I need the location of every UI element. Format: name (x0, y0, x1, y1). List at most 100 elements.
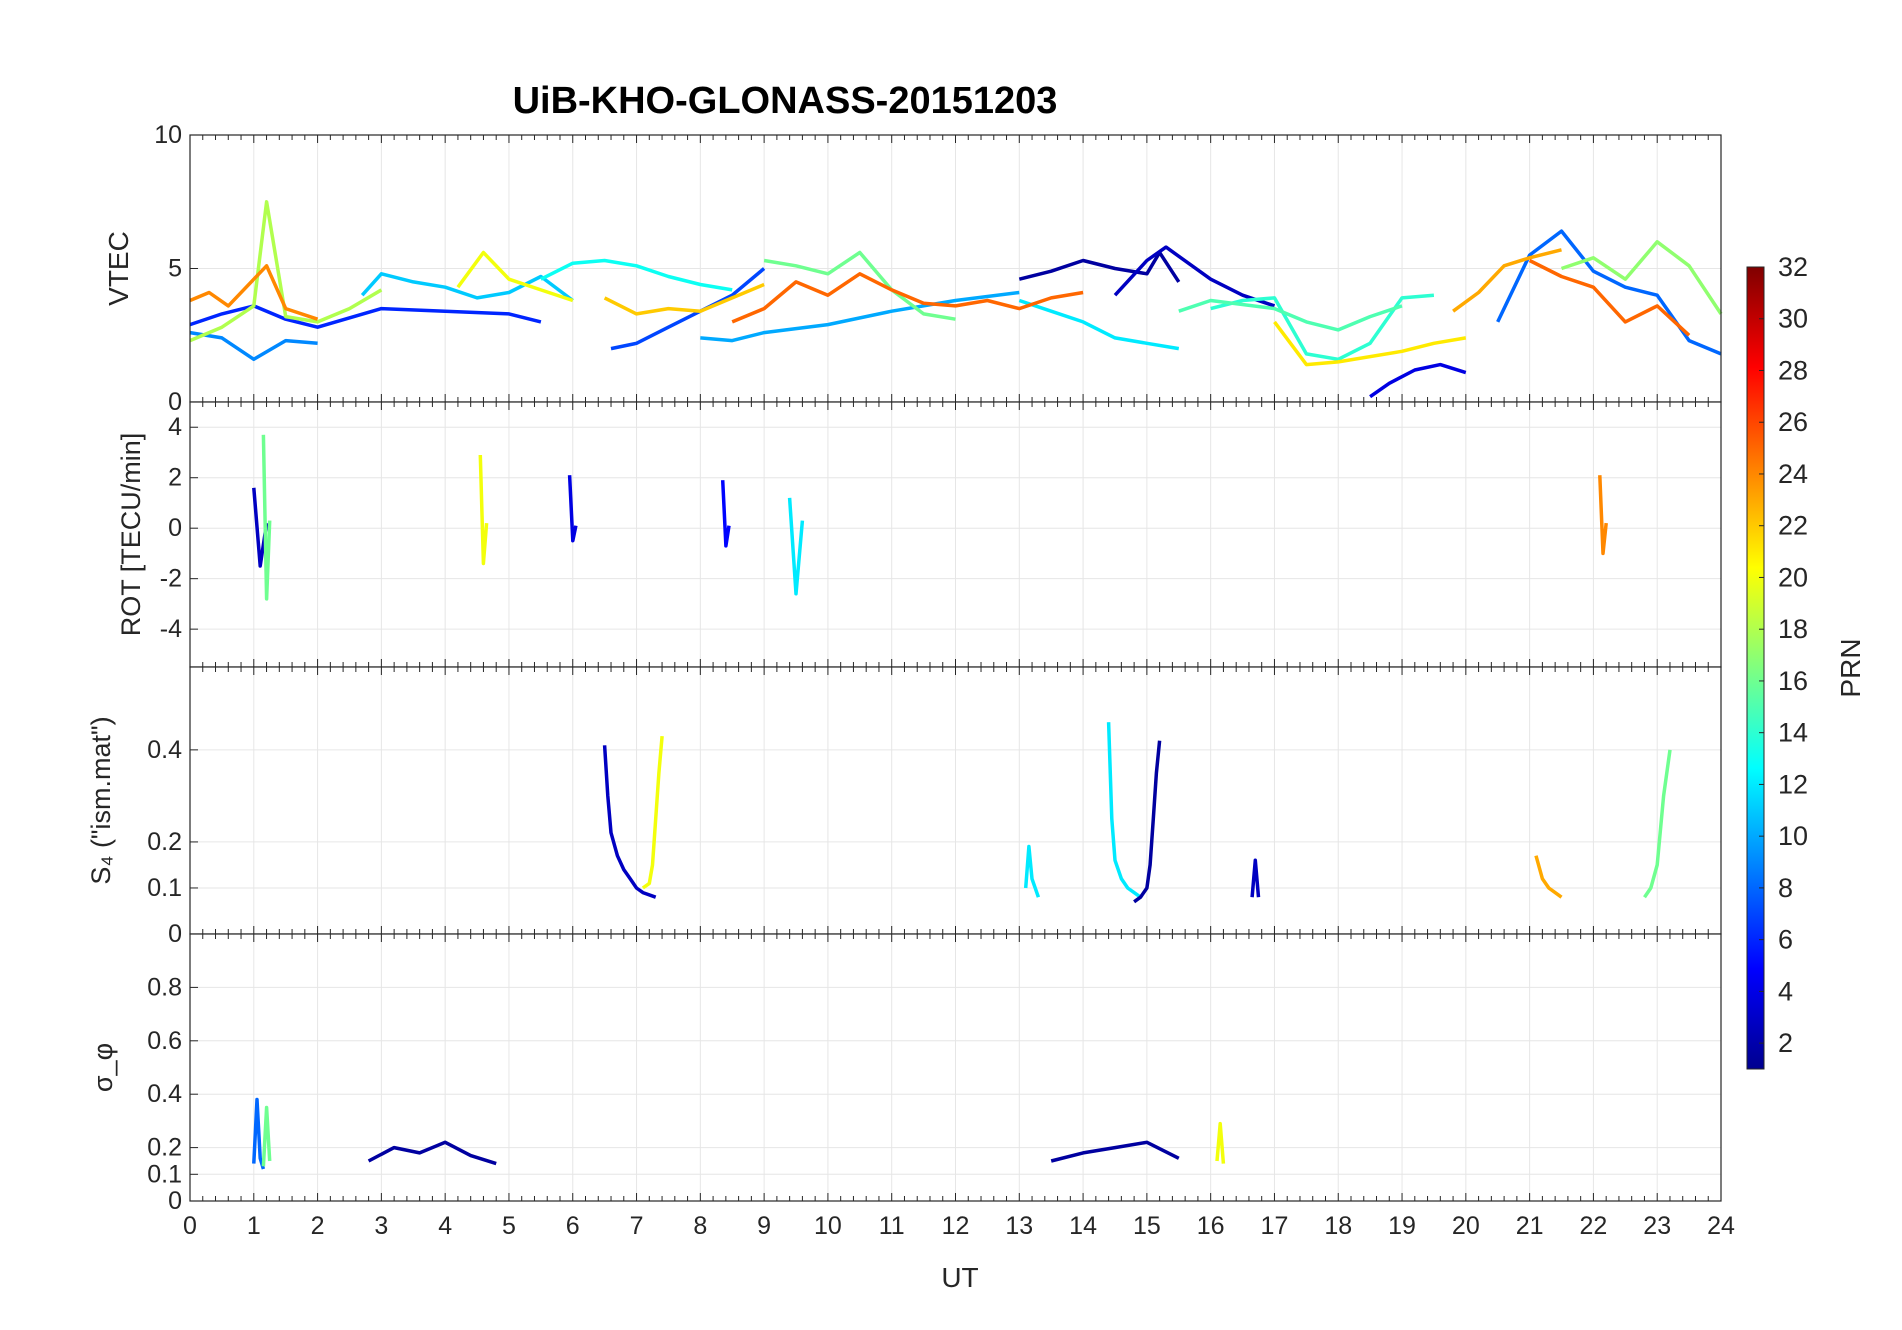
y-tick-label: 2 (168, 464, 182, 492)
series-line-prn-3 (1113, 245, 1276, 308)
x-axis-label: UT (941, 1262, 978, 1293)
colorbar-tick-label: 24 (1778, 459, 1808, 489)
y-tick-label: -2 (160, 565, 182, 593)
x-tick-label: 2 (311, 1212, 325, 1240)
series-line-prn-20 (478, 454, 489, 566)
colorbar-tick-label: 20 (1778, 562, 1808, 592)
x-tick-label: 16 (1197, 1212, 1225, 1240)
panel-sigma_phi: 00.10.2 0.4 0.6 0.8 σ_φ (88, 933, 1722, 1215)
colorbar-tick-label: 14 (1778, 718, 1808, 748)
y-tick-label: 0.8 (147, 973, 182, 1001)
x-tick-label: 22 (1580, 1212, 1608, 1240)
series-group (602, 722, 1672, 904)
colorbar-tick-label: 22 (1778, 511, 1808, 541)
series-line-prn-10 (700, 290, 1020, 343)
series-line-prn-12 (787, 497, 805, 596)
series-group (189, 200, 1723, 399)
x-tick-label: 7 (630, 1212, 644, 1240)
y-axis-label: VTEC (103, 231, 134, 306)
y-tick-label: 0 (168, 388, 182, 416)
panel-VTEC: 0 5 10 VTEC (103, 121, 1723, 416)
series-line-prn-21 (1273, 320, 1467, 367)
series-line-prn-23 (1452, 248, 1562, 313)
series-line-prn-20 (456, 250, 574, 303)
series-line-prn-2 (1050, 1140, 1180, 1163)
series-line-prn-6 (189, 304, 542, 329)
panel-S4: 0 0.1 0.2 0.4 S₄ ("ism.mat") (86, 666, 1722, 948)
x-tick-label: 23 (1643, 1212, 1671, 1240)
x-tick-label: 1 (247, 1212, 261, 1240)
series-line-prn-12 (1023, 844, 1041, 898)
y-axis-label: σ_φ (88, 1043, 118, 1092)
series-line-prn-9 (189, 330, 318, 362)
series-line-prn-14 (1210, 293, 1435, 362)
series-line-prn-25 (1528, 258, 1691, 337)
series-line-prn-24 (189, 264, 319, 321)
y-tick-label: 0.1 (147, 874, 182, 902)
x-tick-label: 6 (566, 1212, 580, 1240)
x-tick-label: 3 (374, 1212, 388, 1240)
colorbar-tick-label: 2 (1778, 1028, 1793, 1058)
series-line-prn-16 (261, 434, 272, 601)
series-line-prn-16 (261, 1105, 272, 1167)
x-tick-label: 20 (1452, 1212, 1480, 1240)
series-line-prn-18 (189, 200, 383, 343)
colorbar-tick-label: 12 (1778, 769, 1808, 799)
series-line-prn-2 (1133, 740, 1162, 904)
series-line-prn-8 (1496, 229, 1722, 356)
y-tick-label: 0.4 (147, 1080, 182, 1108)
colorbar-tick-label: 28 (1778, 355, 1808, 385)
series-line-prn-20 (1215, 1121, 1226, 1164)
series-line-prn-20 (641, 735, 664, 890)
series-line-prn-4 (567, 475, 578, 543)
series-line-prn-24 (1598, 475, 1608, 556)
x-tick-label: 4 (438, 1212, 452, 1240)
y-tick-label: 0.1 (147, 1160, 182, 1188)
colorbar-tick-label: 10 (1778, 821, 1808, 851)
y-tick-label: 0 (168, 920, 182, 948)
x-tick-label: 15 (1133, 1212, 1161, 1240)
colorbar-gradient (1746, 266, 1765, 1070)
series-line-prn-5 (720, 480, 731, 548)
colorbar-tick-label: 4 (1778, 976, 1793, 1006)
x-tick-label: 12 (942, 1212, 970, 1240)
series-line-prn-11 (360, 272, 574, 302)
y-tick-label: 0 (168, 514, 182, 542)
y-tick-label: 0.2 (147, 828, 182, 856)
y-tick-label: 10 (154, 121, 182, 149)
x-tick-label: 9 (757, 1212, 771, 1240)
x-tick-label: 24 (1707, 1212, 1735, 1240)
series-line-prn-16 (1643, 749, 1672, 899)
colorbar-tick-label: 6 (1778, 925, 1793, 955)
series-line-prn-4 (1369, 362, 1467, 399)
colorbar-tick-label: 16 (1778, 666, 1808, 696)
x-axis: 0 1 2 3 4 5 6 7 8 9 10 11 12 13 14 15 16 17 18 19 20 21 22 23 24 (183, 1212, 1735, 1240)
y-tick-label: 0.4 (147, 736, 182, 764)
series-line-prn-16 (763, 250, 956, 321)
x-tick-label: 18 (1324, 1212, 1352, 1240)
chart-title: UiB-KHO-GLONASS-20151203 (513, 80, 1058, 122)
x-tick-label: 19 (1388, 1212, 1416, 1240)
y-tick-label: -4 (160, 615, 182, 643)
series-line-prn-22 (603, 282, 765, 316)
x-tick-label: 13 (1005, 1212, 1033, 1240)
series-line-prn-12 (1106, 722, 1142, 899)
y-tick-label: 0 (168, 1187, 182, 1215)
series-line-prn-23 (1534, 855, 1563, 899)
series-line-prn-12 (1018, 298, 1180, 351)
x-tick-label: 0 (183, 1212, 197, 1240)
series-line-prn-13 (540, 258, 733, 292)
series-line-prn-2 (367, 1140, 497, 1166)
y-tick-label: 5 (168, 255, 182, 283)
y-axis-label: S₄ ("ism.mat") (86, 716, 116, 884)
x-tick-label: 14 (1069, 1212, 1097, 1240)
x-tick-label: 21 (1516, 1212, 1544, 1240)
x-tick-label: 10 (814, 1212, 842, 1240)
colorbar-tick-label: 30 (1778, 304, 1808, 334)
y-tick-label: 4 (168, 413, 182, 441)
series-line-prn-15 (1178, 298, 1403, 332)
series-line-prn-7 (610, 267, 766, 351)
